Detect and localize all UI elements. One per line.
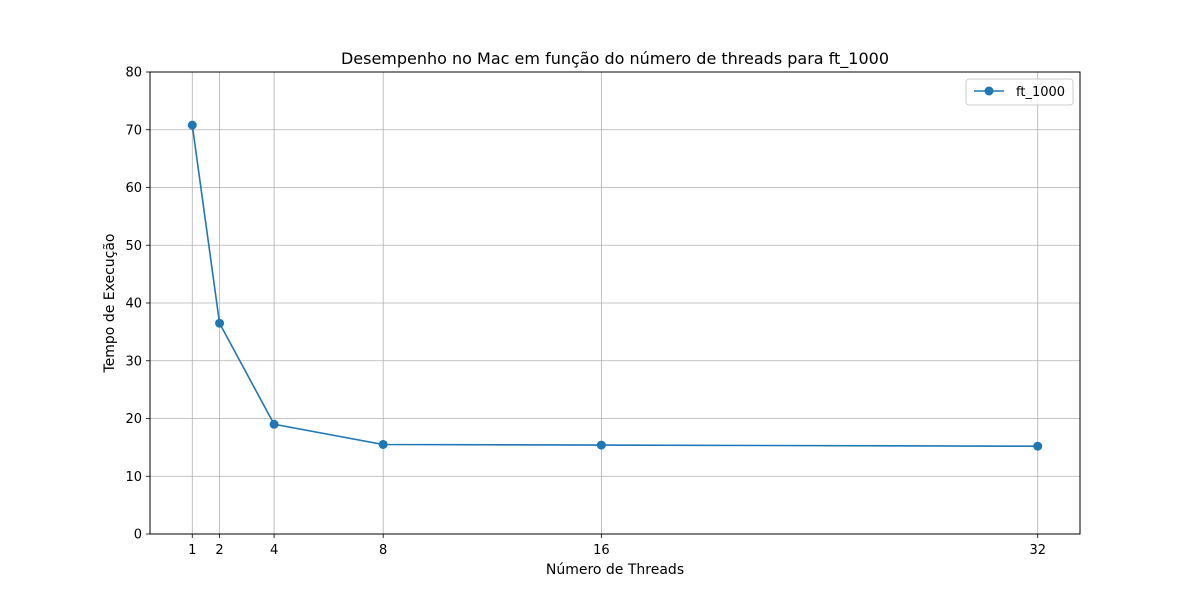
data-point [215,318,225,328]
y-tick-label: 80 [125,66,142,81]
grid-lines [150,71,1080,535]
axis-ticks: 1 2 4 8 16 32 0 10 20 30 40 50 60 70 80 [125,66,1046,559]
series-layer [187,120,1043,451]
series-line-ft_1000 [191,125,1038,448]
data-point [187,120,197,130]
y-tick-label: 40 [125,297,142,312]
y-axis-label: Tempo de Execução [102,233,118,373]
legend-marker-swatch [984,86,994,96]
y-tick-label: 30 [125,354,142,369]
legend: ft_1000 [965,78,1074,106]
x-tick-label: 16 [593,543,610,558]
chart-title: Desempenho no Mac em função do número de… [341,49,889,69]
data-point [269,419,279,429]
y-tick-label: 20 [125,412,142,427]
y-tick-label: 0 [134,528,142,543]
x-tick-label: 1 [188,543,196,558]
data-point [1033,441,1043,451]
y-tick-label: 60 [125,181,142,196]
x-tick-label: 2 [215,543,223,558]
y-tick-label: 50 [125,239,142,254]
data-point [378,439,388,449]
x-axis-label: Número de Threads [546,562,684,578]
x-tick-label: 4 [270,543,278,558]
legend-frame [965,78,1074,106]
legend-entry-label: ft_1000 [1016,85,1065,100]
x-tick-label: 8 [379,543,387,558]
x-tick-label: 32 [1029,543,1046,558]
y-tick-label: 70 [125,123,142,138]
data-point [596,440,606,450]
y-tick-label: 10 [125,470,142,485]
